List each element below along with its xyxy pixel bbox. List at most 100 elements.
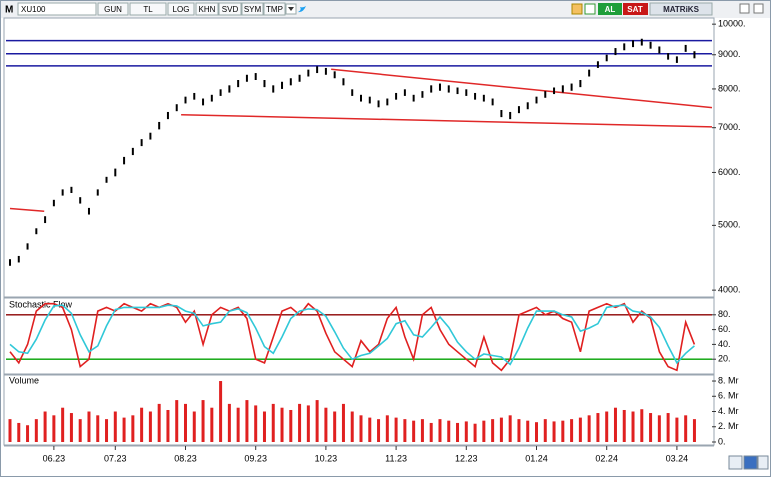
volume-bar [96, 415, 100, 442]
nav-button[interactable] [757, 455, 769, 470]
volume-bar [359, 415, 363, 442]
volume-bar [201, 400, 205, 442]
volume-bar [315, 400, 319, 442]
volume-bar [640, 409, 644, 442]
volume-bar [649, 413, 653, 442]
volume-bar [403, 419, 407, 442]
volume-bar [412, 420, 416, 442]
toolbar: M XU100 GUN TL LOG KHN SVD SYM TMP AL SAT MATR… [1, 1, 770, 18]
toolbar-button-label: KHN [199, 5, 216, 14]
x-tick-label: 07.23 [104, 453, 127, 463]
volume-bar [675, 417, 679, 442]
volume-bar [166, 409, 170, 442]
y-tick-label: 20. [718, 354, 731, 364]
y-tick-label: 60. [718, 324, 731, 334]
volume-bar [333, 411, 337, 442]
icon[interactable] [584, 3, 596, 15]
volume-bar [622, 409, 626, 442]
window-button[interactable] [739, 3, 750, 14]
volume-bar [561, 420, 565, 442]
symbol-box[interactable] [17, 2, 97, 16]
volume-bar [184, 403, 187, 442]
x-tick-label: 03.24 [666, 453, 689, 463]
volume-bar [684, 415, 688, 442]
sell-label: SAT [627, 5, 643, 14]
toolbar-button[interactable] [241, 2, 264, 16]
icon[interactable] [571, 3, 583, 15]
trend-line [181, 113, 713, 128]
y-tick-label: 6000. [718, 167, 741, 177]
y-tick-label: 8000. [718, 83, 741, 93]
volume-bar [447, 420, 451, 442]
brand: MATRiKS [663, 5, 700, 14]
volume-bar [34, 419, 38, 442]
volume-bar [17, 422, 21, 442]
volume-bar [245, 400, 249, 442]
volume-panel [3, 374, 715, 446]
indicator-line [9, 302, 696, 372]
nav-button[interactable] [728, 455, 743, 470]
volume-bar [324, 407, 328, 442]
x-tick-label: 08.23 [174, 453, 197, 463]
x-tick-label: 12.23 [455, 453, 478, 463]
volume-bar [377, 419, 381, 442]
volume-bar [438, 419, 442, 442]
nav-button[interactable] [743, 455, 758, 470]
volume-bar [543, 419, 547, 442]
volume-bar [631, 411, 635, 442]
buy-button[interactable] [598, 3, 622, 15]
volume-bar [122, 417, 126, 442]
volume-bar [613, 407, 617, 442]
volume-bar [517, 419, 521, 442]
toolbar-button-label: SYM [244, 5, 262, 14]
y-tick-label: 2. Mr [718, 421, 739, 431]
volume-bar [666, 413, 670, 442]
toolbar-button[interactable] [129, 2, 167, 16]
volume-bar [271, 403, 275, 442]
volume-bar [289, 409, 293, 442]
sell-button[interactable] [623, 3, 648, 15]
toolbar-button[interactable] [97, 2, 129, 16]
volume-bar [692, 419, 696, 442]
volume-bar [78, 419, 82, 442]
x-tick-label: 10.23 [315, 453, 338, 463]
volume-bar [280, 407, 284, 442]
brand-box [649, 2, 713, 16]
volume-bar [113, 411, 117, 442]
toolbar-button[interactable] [167, 2, 195, 16]
x-tick-label: 09.23 [244, 453, 267, 463]
volume-bar [219, 381, 223, 442]
dropdown-arrow [288, 7, 294, 11]
y-tick-label: 0. [718, 436, 726, 446]
volume-bar [262, 411, 266, 442]
toolbar-button-label: GUN [104, 5, 122, 14]
twitter-icon[interactable] [298, 6, 306, 13]
y-tick-label: 5000. [718, 220, 741, 230]
volume-bar [210, 407, 214, 442]
price-panel [3, 17, 715, 298]
volume-bar [298, 403, 302, 442]
toolbar-button[interactable] [195, 2, 219, 16]
trend-line [9, 207, 45, 212]
toolbar-button[interactable] [263, 2, 286, 16]
volume-bar [420, 419, 424, 442]
y-tick-label: 6. Mr [718, 391, 739, 401]
volume-bar [570, 419, 574, 442]
volume-bar [306, 405, 310, 442]
volume-bar [596, 413, 600, 442]
toolbar-button[interactable] [218, 2, 242, 16]
y-tick-label: 4000. [718, 285, 741, 295]
toolbar-button-label: LOG [173, 5, 190, 14]
volume-bar [491, 419, 495, 442]
volume-bar [227, 403, 231, 442]
x-tick-label: 11.23 [385, 453, 407, 463]
volume-bar [192, 411, 196, 442]
x-tick-label: 06.23 [43, 453, 66, 463]
y-tick-label: 40. [718, 339, 731, 349]
volume-bar [499, 417, 503, 442]
window-button[interactable] [753, 3, 764, 14]
volume-bar [341, 403, 345, 442]
volume-bar [157, 403, 161, 442]
volume-bar [464, 421, 468, 442]
